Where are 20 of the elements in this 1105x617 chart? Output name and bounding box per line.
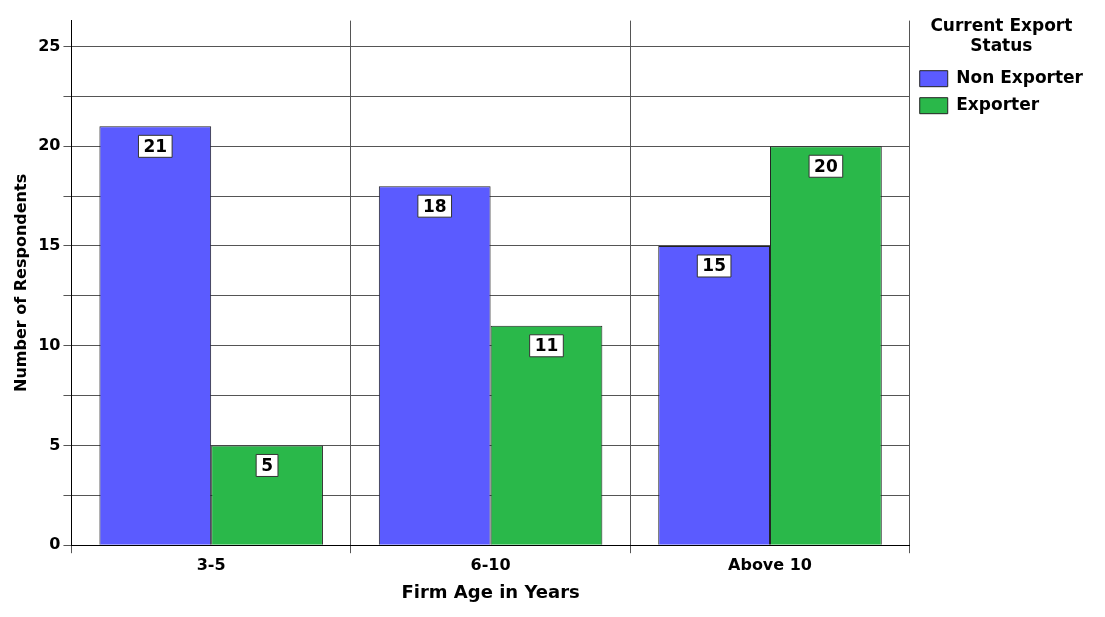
y-tick-label: 20 — [38, 135, 61, 155]
y-axis-title: Number of Respondents — [10, 173, 30, 392]
x-axis-title: Firm Age in Years — [401, 580, 580, 602]
y-tick-label: 5 — [49, 434, 61, 454]
x-tick-label: 3-5 — [196, 554, 226, 574]
y-tick-label: 25 — [38, 35, 61, 55]
y-tick-label: 10 — [38, 334, 61, 354]
y-tick-label: 0 — [49, 534, 61, 554]
legend-label: Exporter — [956, 94, 1040, 115]
x-tick-label: Above 10 — [728, 554, 812, 574]
legend-label: Non Exporter — [956, 67, 1084, 88]
data-label: 5 — [261, 454, 273, 475]
data-label: 11 — [534, 335, 559, 356]
data-label: 21 — [143, 135, 168, 156]
legend-title: Current Export Status — [930, 14, 1073, 55]
data-label: 20 — [814, 155, 838, 176]
y-tick-label: 15 — [38, 235, 61, 255]
x-tick-label: 6-10 — [470, 554, 511, 574]
data-label: 15 — [702, 255, 726, 276]
data-label: 18 — [422, 195, 447, 216]
